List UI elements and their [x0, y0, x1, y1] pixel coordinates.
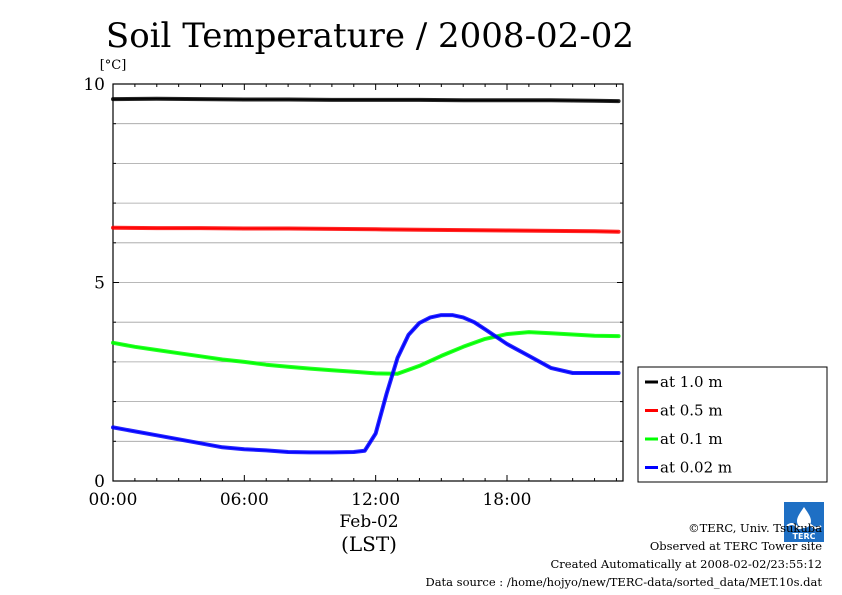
y-tick-labels: 0 5 10: [83, 75, 105, 492]
x-timezone-label: (LST): [341, 532, 397, 556]
legend-label: at 1.0 m: [660, 373, 723, 391]
y-axis-unit: [°C]: [100, 58, 127, 73]
x-tick-label: 18:00: [482, 490, 531, 510]
chart-title: Soil Temperature / 2008-02-02: [106, 16, 634, 56]
plot-area: [111, 83, 624, 482]
data-source-text: Data source : /home/hojyo/new/TERC-data/…: [425, 575, 822, 589]
axis-ticks: [112, 83, 623, 482]
legend-label: at 0.1 m: [660, 430, 723, 448]
grid: [113, 123, 623, 442]
legend-label: at 0.5 m: [660, 402, 723, 420]
y-tick-label: 0: [94, 472, 105, 492]
observed-site-text: Observed at TERC Tower site: [649, 539, 822, 553]
series-line-core: [112, 97, 619, 102]
x-date-label: Feb-02: [339, 512, 398, 532]
logo-text: TERC: [793, 532, 816, 541]
series-lines: [111, 96, 621, 455]
logo-wave-icon: [786, 523, 822, 529]
copyright-text: ©TERC, Univ. Tsukuba: [688, 521, 822, 535]
x-tick-label: 12:00: [351, 490, 400, 510]
terc-logo: TERC: [784, 502, 824, 542]
series-line-core: [112, 314, 619, 454]
series-line-core: [112, 331, 619, 375]
series-line-core: [112, 226, 619, 233]
logo-water-drop-icon: [797, 507, 811, 528]
y-tick-label: 10: [83, 75, 105, 95]
created-timestamp-text: Created Automatically at 2008-02-02/23:5…: [550, 557, 823, 571]
y-tick-label: 5: [94, 274, 105, 294]
legend-label: at 0.02 m: [660, 459, 732, 477]
legend: at 1.0 m at 0.5 m at 0.1 m at 0.02 m: [637, 366, 828, 483]
x-tick-labels: 00:00 06:00 12:00 18:00: [89, 490, 532, 510]
x-tick-label: 00:00: [89, 490, 138, 510]
x-tick-label: 06:00: [220, 490, 269, 510]
series-line: [111, 330, 621, 376]
legend-box: [637, 366, 828, 483]
series-line: [111, 313, 621, 455]
